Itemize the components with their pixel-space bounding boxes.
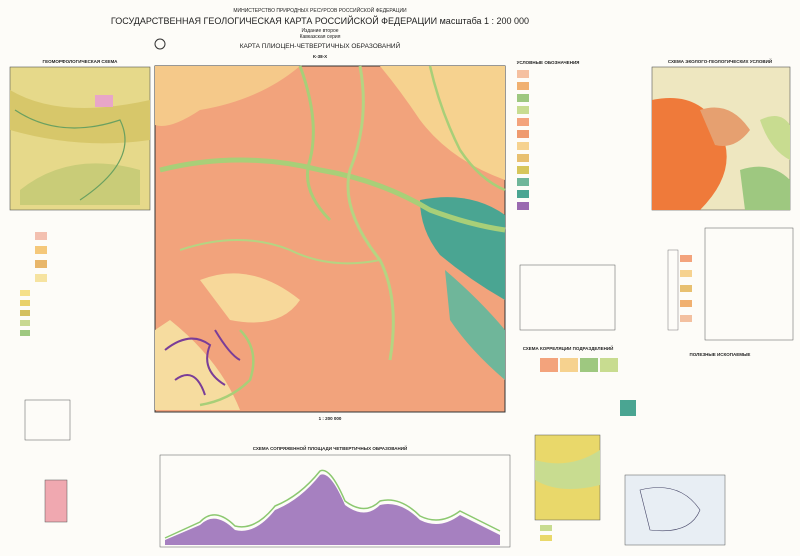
series: Кавказская серия xyxy=(300,34,341,40)
correlation-scheme xyxy=(540,358,636,416)
legend-swatches xyxy=(517,70,616,331)
minerals-title: ПОЛЕЗНЫЕ ИСКОПАЕМЫЕ xyxy=(690,352,751,357)
bottom-right-inset xyxy=(624,474,726,546)
legend-title: УСЛОВНЫЕ ОБОЗНАЧЕНИЯ xyxy=(517,60,580,65)
emblem xyxy=(154,38,166,50)
sheet-code: K-38-X xyxy=(313,54,327,59)
right-inset-title: СХЕМА ЭКОЛОГО-ГЕОЛОГИЧЕСКИХ УСЛОВИЙ xyxy=(668,57,772,64)
main-map xyxy=(154,65,506,413)
right-inset xyxy=(651,66,791,211)
profile-title: СХЕМА СОПРЯЖЕННОЙ ПЛОЩАДИ ЧЕТВЕРТИЧНЫХ О… xyxy=(253,444,407,451)
profile xyxy=(159,454,511,548)
map-title: КАРТА ПЛИОЦЕН-ЧЕТВЕРТИЧНЫХ ОБРАЗОВАНИЙ xyxy=(240,41,401,50)
correlation-title: СХЕМА КОРРЕЛЯЦИИ ПОДРАЗДЕЛЕНИЙ xyxy=(523,344,614,351)
left-legend xyxy=(20,232,71,523)
small-inset xyxy=(534,434,601,541)
left-inset xyxy=(9,66,151,211)
title: ГОСУДАРСТВЕННАЯ ГЕОЛОГИЧЕСКАЯ КАРТА РОСС… xyxy=(111,15,529,26)
left-inset-title: ГЕОМОРФОЛОГИЧЕСКАЯ СХЕМА xyxy=(43,59,119,64)
edition: Издание второе xyxy=(301,28,338,34)
ministry: МИНИСТЕРСТВО ПРИРОДНЫХ РЕСУРСОВ РОССИЙСК… xyxy=(233,6,407,14)
scale: 1 : 200 000 xyxy=(319,416,342,421)
right-table xyxy=(667,227,794,341)
